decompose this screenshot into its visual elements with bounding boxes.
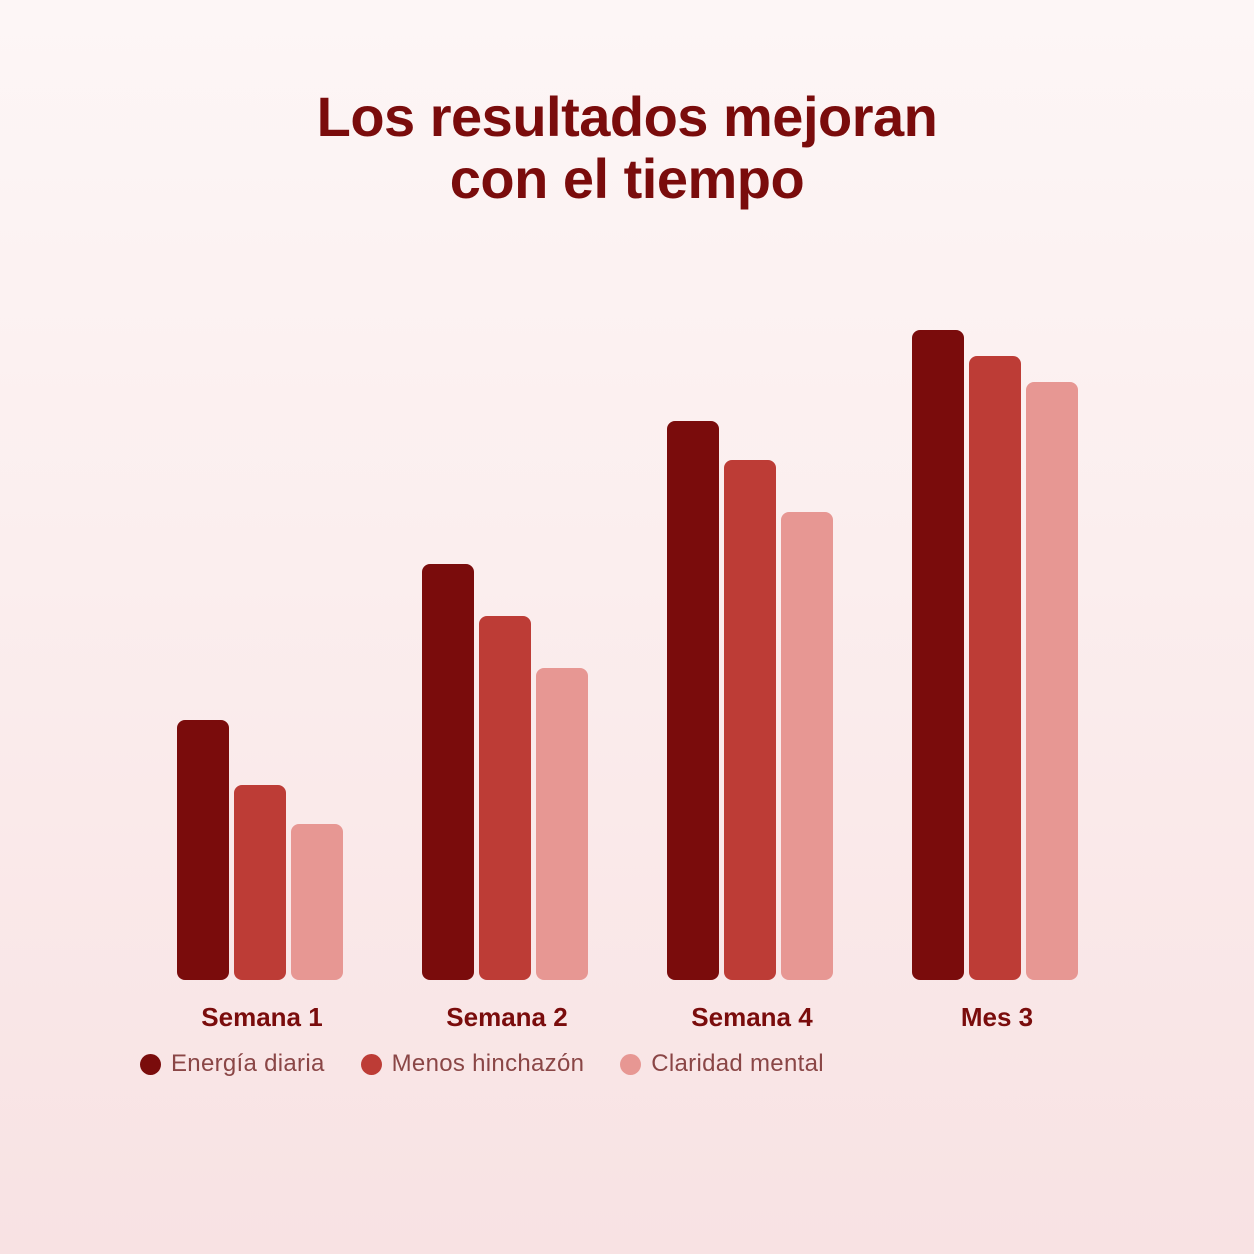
bar-semana-4-series-3: [781, 512, 833, 980]
bar-mes-3-series-2: [969, 356, 1021, 980]
bar-mes-3-series-3: [1026, 382, 1078, 980]
legend-swatch-hinchazon: [360, 1053, 382, 1075]
legend-label-energia: Energía diaria: [171, 1050, 325, 1077]
bar-semana-1-series-1: [177, 720, 229, 980]
chart-legend: Energía diaria Menos hinchazón Claridad …: [140, 1050, 824, 1078]
bar-semana-2-series-2: [479, 616, 531, 980]
chart-title-line-1: Los resultados mejoran: [316, 85, 938, 148]
bar-semana-2-series-1: [422, 564, 474, 980]
x-tick-label-semana-2: Semana 2: [446, 1002, 567, 1032]
bar-mes-3-series-1: [912, 330, 964, 980]
legend-swatch-claridad: [620, 1053, 642, 1075]
legend-item-hinchazon: Menos hinchazón: [360, 1050, 585, 1078]
x-tick-label-semana-1: Semana 1: [201, 1002, 322, 1032]
bar-semana-4-series-2: [724, 460, 776, 980]
chart-title: Los resultados mejoran con el tiempo: [0, 86, 1254, 210]
legend-label-claridad: Claridad mental: [651, 1050, 824, 1077]
bar-semana-1-series-3: [291, 824, 343, 980]
legend-label-hinchazon: Menos hinchazón: [391, 1050, 585, 1077]
bar-semana-2-series-3: [536, 668, 588, 980]
x-tick-label-mes-3: Mes 3: [961, 1002, 1033, 1032]
bar-semana-4-series-1: [667, 421, 719, 980]
chart-title-line-2: con el tiempo: [449, 147, 805, 210]
bar-semana-1-series-2: [234, 785, 286, 980]
legend-item-claridad: Claridad mental: [620, 1050, 824, 1078]
x-tick-label-semana-4: Semana 4: [691, 1002, 813, 1032]
legend-swatch-energia: [140, 1053, 161, 1075]
legend-item-energia: Energía diaria: [140, 1050, 325, 1078]
